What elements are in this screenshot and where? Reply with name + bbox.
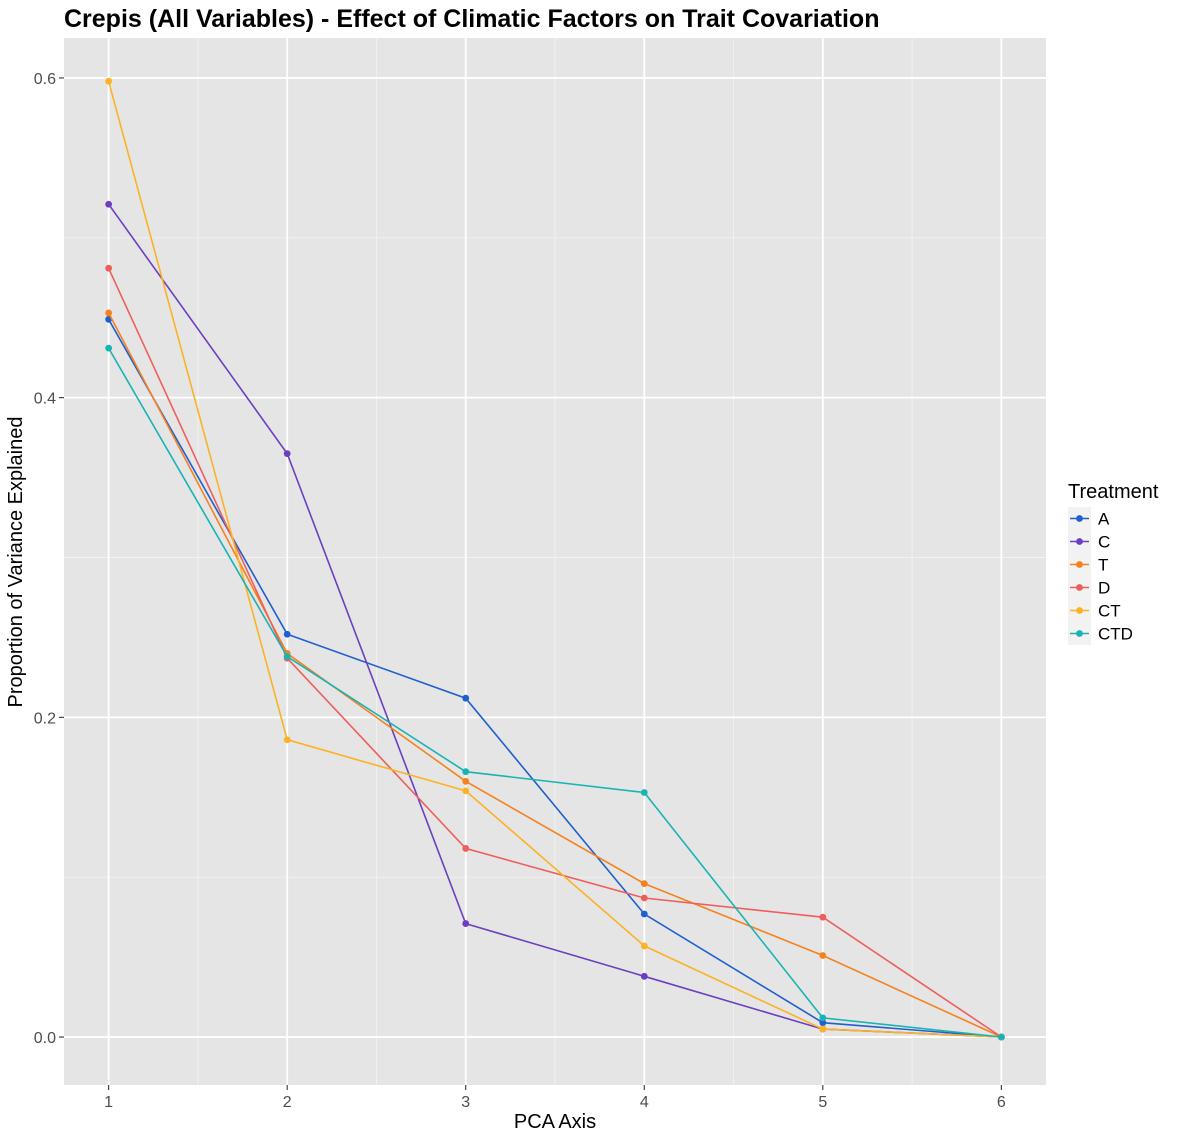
x-tick-label: 1 [104,1094,113,1111]
series-ctd [105,344,1005,1041]
legend-key-point [1076,515,1083,522]
y-axis-ticks: 0.0 0.2 0.4 0.6 [34,71,64,1047]
legend-label-ct: CT [1098,602,1121,621]
data-point-a [819,1019,827,1027]
data-point-ct [462,787,470,795]
legend-label-c: C [1098,533,1110,552]
data-point-a [640,910,648,918]
data-point-t [105,309,113,317]
legend-key-point [1076,584,1083,591]
data-point-d [819,913,827,921]
x-tick-label: 2 [283,1094,292,1111]
data-point-ctd [462,768,470,776]
x-tick-label: 4 [640,1094,649,1111]
series-line-ct [107,80,1002,1038]
legend-label-ctd: CTD [1098,625,1133,644]
y-axis-title: Proportion of Variance Explained [5,417,27,708]
data-point-t [819,952,827,959]
x-tick-label: 5 [818,1094,827,1111]
data-point-ctd [283,653,291,661]
data-point-t [640,880,648,887]
y-tick-label: 0.2 [34,710,56,727]
legend-key-background [1068,507,1091,645]
data-point-c [462,920,470,927]
y-tick-label: 0.6 [34,71,56,88]
data-point-ct [283,736,291,744]
series-lines [105,77,1005,1041]
y-tick-label: 0.0 [34,1030,56,1047]
data-point-ct [105,77,113,85]
series-line-ctd [107,347,1002,1038]
series-line-t [107,312,1002,1038]
x-axis-title: PCA Axis [514,1111,596,1133]
data-point-c [640,972,648,980]
legend-title: Treatment [1068,481,1159,503]
legend-label-a: A [1098,510,1110,529]
data-point-ctd [640,789,648,796]
legend-label-t: T [1098,556,1108,575]
data-point-a [283,630,291,638]
data-point-d [462,845,470,852]
data-point-a [462,694,470,702]
x-tick-label: 3 [461,1094,470,1111]
x-tick-label: 6 [997,1094,1006,1111]
data-point-ctd [105,344,113,352]
data-point-ctd [819,1014,827,1022]
data-point-t [462,777,470,785]
data-point-d [640,894,648,902]
legend-key-point [1076,561,1083,568]
chart-title: Crepis (All Variables) - Effect of Clima… [64,5,879,33]
legend-label-d: D [1098,579,1110,598]
series-line-d [107,267,1002,1038]
data-point-c [105,200,113,208]
legend-key-point [1076,630,1083,637]
legend-key-point [1076,538,1083,545]
data-point-ct [819,1025,827,1033]
data-point-ctd [997,1033,1005,1041]
data-point-ct [640,942,648,950]
gridlines [64,38,1046,1085]
series-line-a [107,318,1002,1038]
y-tick-label: 0.4 [34,391,56,408]
data-point-c [283,450,291,458]
legend-key-point [1076,607,1083,614]
x-axis-ticks: 1 2 3 4 5 6 [104,1085,1006,1111]
data-point-d [105,264,113,272]
